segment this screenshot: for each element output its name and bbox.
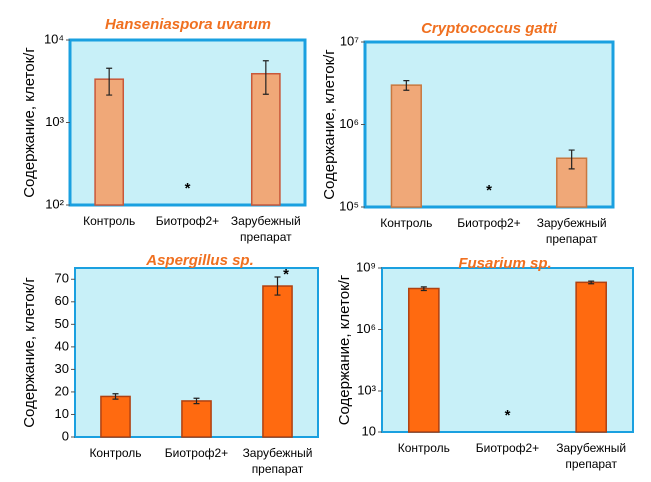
bar	[575, 281, 607, 433]
significance-mark: *	[283, 266, 289, 283]
y-axis-label: Содержание, клеток/г	[21, 277, 38, 428]
chart-title: Cryptococcus gatti	[421, 20, 558, 37]
y-tick-label: 40	[55, 338, 69, 353]
chart-title: Fusarium sp.	[458, 255, 551, 272]
error-bar	[112, 393, 119, 400]
y-tick-label: 0	[62, 428, 69, 443]
error-bar	[588, 280, 595, 285]
chart-title: Hanseniaspora uvarum	[105, 16, 271, 33]
y-tick-label: 20	[55, 383, 69, 398]
error-bar	[262, 60, 269, 95]
error-bar	[193, 397, 200, 405]
y-tick-label: 30	[55, 361, 69, 376]
bar	[100, 395, 131, 438]
x-tick-label: Контроль	[398, 441, 450, 455]
y-tick-label: 10⁶	[339, 116, 359, 131]
y-tick-label: 10⁷	[340, 33, 359, 48]
x-tick-label: Биотроф2+	[457, 216, 520, 230]
y-tick-label: 10⁵	[339, 198, 359, 213]
x-tick-label: Зарубежный препарат	[537, 216, 607, 246]
significance-mark: *	[505, 407, 511, 424]
error-bar	[106, 67, 113, 96]
y-tick-label: 10	[362, 423, 376, 438]
error-bar	[420, 286, 427, 292]
y-tick-label: 10⁶	[356, 321, 376, 336]
y-tick-label: 10⁹	[356, 259, 376, 274]
bar	[94, 78, 125, 206]
significance-mark: *	[185, 180, 191, 197]
y-tick-label: 50	[55, 316, 69, 331]
error-bar	[274, 276, 281, 296]
bar	[181, 400, 212, 438]
y-tick-label: 10³	[357, 382, 376, 397]
bar	[262, 285, 293, 438]
x-tick-label: Зарубежный препарат	[231, 214, 301, 244]
y-tick-label: 60	[55, 293, 69, 308]
x-tick-label: Зарубежный препарат	[243, 446, 313, 476]
y-tick-label: 70	[55, 271, 69, 286]
y-axis-label: Содержание, клеток/г	[21, 47, 38, 198]
error-bar	[403, 80, 410, 91]
x-tick-label: Контроль	[380, 216, 432, 230]
chart-title: Aspergillus sp.	[145, 252, 254, 269]
x-tick-label: Биотроф2+	[156, 214, 219, 228]
x-tick-label: Зарубежный препарат	[556, 441, 626, 471]
x-tick-label: Биотроф2+	[476, 441, 539, 455]
y-axis-label: Содержание, клеток/г	[321, 49, 338, 200]
x-tick-label: Контроль	[83, 214, 135, 228]
significance-mark: *	[486, 182, 492, 199]
bar	[250, 72, 281, 206]
y-tick-label: 10³	[45, 114, 64, 129]
y-tick-label: 10²	[45, 196, 64, 211]
y-tick-label: 10	[55, 406, 69, 421]
error-bar	[568, 149, 575, 170]
bar	[390, 84, 422, 208]
x-tick-label: Контроль	[89, 446, 141, 460]
y-tick-label: 10⁴	[44, 31, 64, 46]
y-axis-label: Содержание, клеток/г	[336, 274, 353, 425]
bar	[408, 287, 440, 433]
x-tick-label: Биотроф2+	[165, 446, 228, 460]
